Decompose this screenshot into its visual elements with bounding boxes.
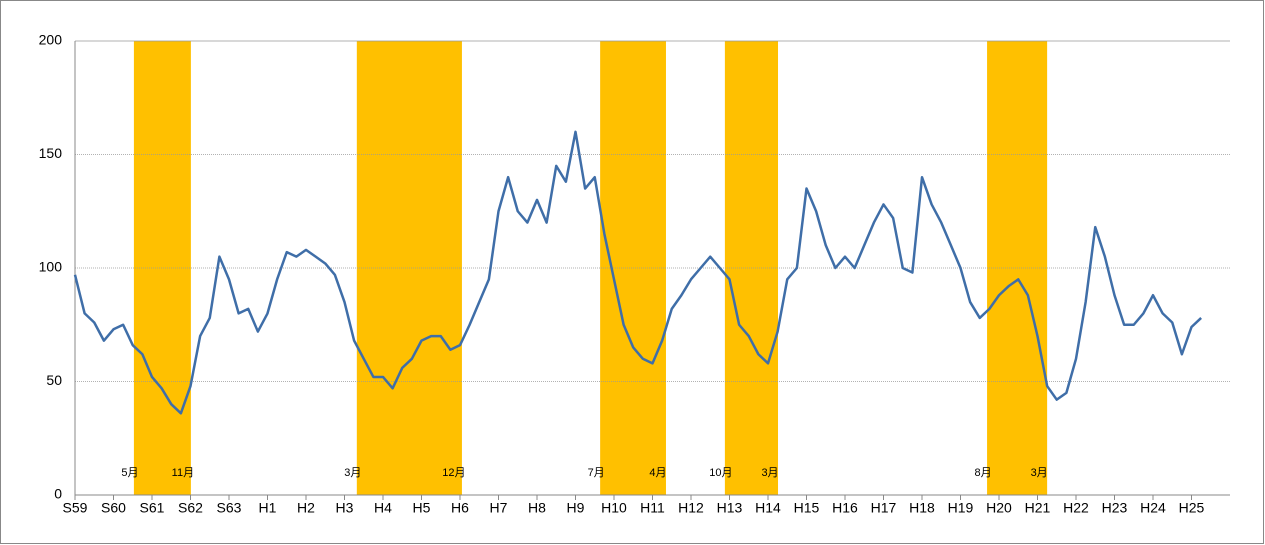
x-tick-label: S61 [140, 500, 165, 516]
y-tick-label: 50 [46, 372, 62, 388]
x-tick-label: H21 [1025, 500, 1051, 516]
x-tick-label: H25 [1179, 500, 1205, 516]
band-end-label: 3月 [761, 467, 778, 479]
x-tick-label: H9 [567, 500, 585, 516]
x-tick-label: H15 [794, 500, 820, 516]
band-start-label: 7月 [588, 467, 605, 479]
x-tick-label: H11 [640, 500, 665, 516]
band-end-label: 4月 [649, 467, 666, 479]
recession-band [133, 41, 191, 495]
x-tick-label: S60 [101, 500, 126, 516]
x-tick-label: H1 [259, 500, 277, 516]
x-tick-label: S62 [178, 500, 203, 516]
band-start-label: 10月 [709, 467, 732, 479]
x-tick-label: H17 [871, 500, 897, 516]
x-tick-label: H12 [678, 500, 704, 516]
x-tick-label: H10 [601, 500, 627, 516]
x-tick-label: S63 [217, 500, 242, 516]
y-tick-label: 200 [39, 32, 63, 48]
x-tick-label: H19 [948, 500, 974, 516]
x-tick-label: H24 [1140, 500, 1166, 516]
band-start-label: 3月 [344, 467, 361, 479]
x-tick-label: H13 [717, 500, 743, 516]
x-tick-label: H5 [413, 500, 431, 516]
band-end-label: 3月 [1031, 467, 1048, 479]
x-tick-label: H18 [909, 500, 935, 516]
x-tick-label: H8 [528, 500, 546, 516]
band-start-label: 5月 [121, 467, 138, 479]
x-tick-label: H6 [451, 500, 469, 516]
x-tick-label: H14 [755, 500, 781, 516]
data-line [73, 130, 1202, 415]
y-tick-label: 100 [39, 259, 63, 275]
x-tick-label: S59 [63, 500, 88, 516]
x-tick-label: H16 [832, 500, 858, 516]
x-tick-label: H7 [490, 500, 508, 516]
band-start-label: 8月 [975, 467, 992, 479]
x-tick-label: H20 [986, 500, 1012, 516]
x-tick-label: H22 [1063, 500, 1089, 516]
x-tick-label: H23 [1102, 500, 1128, 516]
band-end-label: 11月 [172, 467, 194, 479]
x-tick-label: H2 [297, 500, 315, 516]
x-tick-label: H4 [374, 500, 392, 516]
y-tick-label: 0 [54, 486, 62, 502]
band-end-label: 12月 [442, 467, 465, 479]
x-tick-label: H3 [336, 500, 354, 516]
y-tick-label: 150 [39, 145, 63, 161]
